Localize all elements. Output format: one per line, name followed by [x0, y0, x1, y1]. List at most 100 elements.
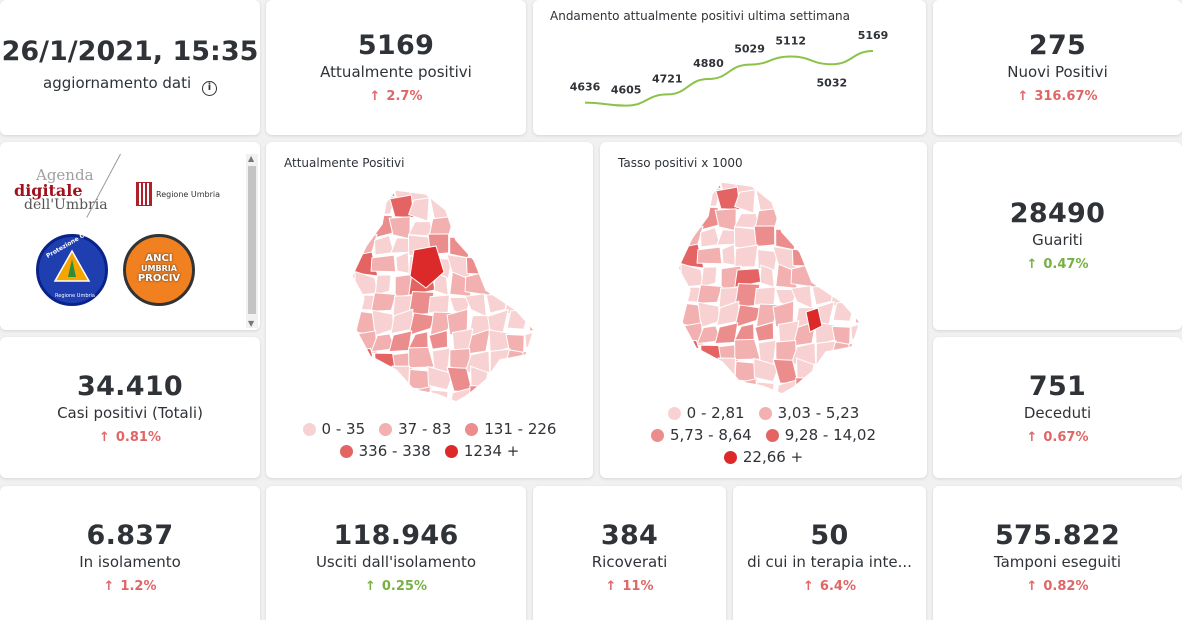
- municipality-area-highlight: [805, 307, 823, 333]
- municipality-area: [525, 256, 534, 276]
- scroll-thumb[interactable]: [248, 166, 256, 314]
- data-label: 4721: [652, 72, 683, 85]
- legend-item[interactable]: 1234 +: [444, 442, 520, 460]
- legend-item[interactable]: 37 - 83: [379, 420, 451, 438]
- municipality-area: [486, 195, 512, 221]
- municipality-area: [678, 303, 685, 328]
- logos-card: Agenda digitale dell'Umbria Regione Umbr…: [0, 142, 260, 330]
- scroll-down-icon[interactable]: ▼: [248, 319, 255, 328]
- arrow-up-icon: ↑: [605, 579, 617, 594]
- legend-dot-icon: [650, 428, 664, 442]
- municipality-area: [850, 210, 860, 227]
- municipality-area: [354, 198, 372, 217]
- municipality-area: [714, 208, 737, 232]
- kpi-usciti: 118.946 Usciti dall'isolamento ↑ 0.25%: [266, 486, 526, 620]
- municipality-area: [678, 382, 681, 394]
- kpi-delta: ↑ 0.82%: [1026, 579, 1089, 594]
- legend-dot-icon: [302, 422, 316, 436]
- municipality-area: [716, 376, 739, 394]
- legend-label: 9,28 - 14,02: [784, 426, 877, 444]
- municipality-area: [545, 390, 564, 408]
- municipality-area: [352, 311, 359, 336]
- update-card: 26/1/2021, 15:35 aggiornamento dati i: [0, 0, 260, 135]
- legend-label: 1234 +: [463, 442, 520, 460]
- municipality-area: [868, 246, 888, 265]
- region-outline: [677, 181, 861, 395]
- municipality-area: [815, 364, 832, 379]
- kpi-attualmente-positivi: 5169 Attualmente positivi ↑ 2.7%: [266, 0, 526, 135]
- legend-item[interactable]: 5,73 - 8,64: [650, 426, 752, 444]
- legend-label: 0 - 2,81: [686, 404, 745, 422]
- municipality-area: [504, 370, 524, 390]
- kpi-value: 28490: [1009, 198, 1106, 229]
- umbria-map-tasso[interactable]: [600, 172, 927, 412]
- municipality-area: [872, 360, 889, 384]
- municipality-area: [792, 228, 818, 248]
- municipality-area: [834, 247, 856, 271]
- municipality-area: [408, 197, 430, 222]
- kpi-label: Usciti dall'isolamento: [315, 553, 477, 571]
- legend-item[interactable]: 336 - 338: [339, 442, 431, 460]
- legend-label: 37 - 83: [398, 420, 452, 438]
- municipality-area: [352, 190, 356, 203]
- update-label: aggiornamento dati: [43, 74, 192, 92]
- arrow-up-icon: ↑: [369, 89, 381, 104]
- municipality-area: [734, 189, 756, 214]
- kpi-guariti: 28490 Guariti ↑ 0.47%: [933, 142, 1182, 330]
- umbria-map-positivi[interactable]: [266, 172, 593, 432]
- municipality-area: [678, 182, 682, 195]
- kpi-delta: ↑ 11%: [605, 579, 654, 594]
- municipality-area: [812, 187, 838, 213]
- municipality-area: [755, 303, 779, 328]
- kpi-casi-totali: 34.410 Casi positivi (Totali) ↑ 0.81%: [0, 337, 260, 478]
- municipality-area: [504, 216, 526, 236]
- kpi-label: Nuovi Positivi: [1007, 63, 1108, 81]
- municipality-area: [734, 304, 762, 329]
- municipality-area: [408, 312, 436, 337]
- arrow-up-icon: ↑: [803, 579, 814, 594]
- municipality-area: [467, 214, 490, 241]
- municipality-area: [678, 206, 685, 231]
- scroll-up-icon[interactable]: ▲: [248, 154, 255, 163]
- municipality-area: [678, 319, 680, 346]
- kpi-label: In isolamento: [79, 553, 181, 571]
- municipality-area: [873, 344, 891, 364]
- municipality-area: [678, 284, 684, 308]
- kpi-value: 6.837: [86, 520, 174, 551]
- legend-item[interactable]: 131 - 226: [465, 420, 556, 438]
- kpi-delta: ↑ 316.67%: [1017, 89, 1098, 104]
- municipality-area: [832, 379, 852, 394]
- municipality-area: [506, 387, 526, 402]
- municipality-area: [352, 349, 360, 369]
- municipality-area: [734, 338, 761, 361]
- municipality-area: [871, 382, 890, 400]
- logos-scrollbar[interactable]: ▲ ▼: [246, 154, 258, 328]
- kpi-value: 384: [600, 520, 659, 551]
- legend-item[interactable]: 3,03 - 5,23: [758, 404, 859, 422]
- trend-line-chart: 4636 4605 4721 4880 5029 5112 5032 5169: [570, 29, 888, 107]
- legend-item[interactable]: 9,28 - 14,02: [765, 426, 877, 444]
- kpi-terapia-intensiva: 50 di cui in terapia inte... ↑ 6.4%: [733, 486, 926, 620]
- municipality-area: [678, 358, 684, 385]
- kpi-delta: ↑ 0.25%: [364, 579, 427, 594]
- legend-item[interactable]: 0 - 2,81: [667, 404, 745, 422]
- anci-umbria-prociv-logo: ANCI UMBRIA PROCIV: [123, 234, 195, 306]
- legend-item[interactable]: 22,66 +: [723, 448, 803, 466]
- chart-title: Andamento attualmente positivi ultima se…: [550, 9, 851, 23]
- legend-item[interactable]: 0 - 35: [302, 420, 365, 438]
- municipality-area: [352, 232, 357, 255]
- update-label-row: aggiornamento dati i: [0, 74, 260, 96]
- municipality-area: [696, 246, 723, 265]
- info-icon[interactable]: i: [201, 81, 217, 96]
- municipality-area: [544, 196, 566, 218]
- municipality-area: [352, 216, 375, 238]
- legend-dot-icon: [444, 444, 458, 458]
- municipality-area: [869, 227, 892, 251]
- kpi-label: Attualmente positivi: [320, 63, 472, 81]
- municipality-area: [370, 292, 397, 312]
- municipality-area: [429, 389, 449, 402]
- trend-chart-card: Andamento attualmente positivi ultima se…: [533, 0, 926, 135]
- municipality-area: [526, 195, 534, 219]
- municipality-area: [542, 274, 566, 293]
- municipality-area: [721, 243, 737, 266]
